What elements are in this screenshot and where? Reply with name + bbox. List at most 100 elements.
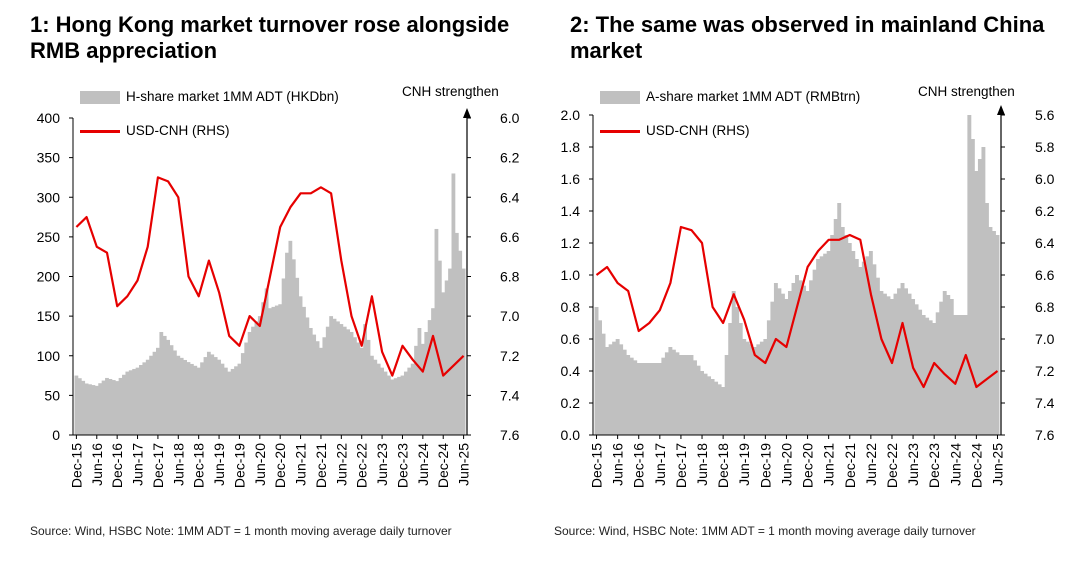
bar	[784, 299, 789, 435]
x-tick-label: Jun-22	[863, 443, 879, 486]
bar	[169, 345, 174, 435]
x-tick-label: Jun-20	[778, 443, 794, 486]
bar	[868, 251, 873, 435]
right-tick-label: 7.6	[1035, 427, 1055, 443]
bar	[977, 159, 982, 435]
x-tick-label: Dec-17	[150, 443, 166, 488]
bar	[830, 235, 835, 435]
bar	[363, 324, 368, 435]
bar	[308, 328, 313, 435]
right-tick-label: 6.0	[1035, 171, 1055, 187]
bar	[251, 326, 255, 435]
x-tick-label: Dec-15	[589, 443, 605, 488]
bar	[237, 363, 242, 435]
bar	[179, 357, 184, 435]
x-tick-label: Jun-17	[652, 443, 668, 486]
bar	[189, 363, 194, 435]
right-tick-label: 7.2	[500, 348, 520, 364]
left-tick-label: 0.4	[561, 363, 581, 379]
left-tick-label: 1.2	[561, 235, 581, 251]
bar	[735, 307, 740, 435]
bar	[91, 385, 96, 435]
bar	[626, 355, 631, 435]
x-tick-label: Dec-20	[800, 443, 816, 488]
left-tick-label: 300	[37, 189, 61, 205]
left-tick-label: 1.0	[561, 267, 581, 283]
bar	[162, 335, 167, 435]
bar	[278, 304, 283, 435]
left-tick-label: 100	[37, 348, 61, 364]
bar	[244, 342, 249, 435]
bar	[230, 368, 235, 435]
bar	[386, 375, 391, 435]
bar	[234, 366, 238, 435]
bar	[935, 312, 940, 435]
bar	[74, 375, 79, 435]
bar	[414, 345, 418, 435]
left-tick-label: 0	[52, 427, 60, 443]
bar	[427, 320, 432, 435]
bar	[756, 344, 761, 435]
x-tick-label: Jun-23	[905, 443, 921, 486]
bar	[689, 355, 694, 435]
bar	[403, 371, 408, 435]
bar	[329, 316, 334, 435]
bar	[319, 347, 323, 435]
bar	[142, 362, 147, 435]
bar	[434, 228, 439, 435]
bar	[302, 306, 306, 435]
bar	[777, 288, 782, 435]
legend-bar-series: A-share market 1MM ADT (RMBtrn)	[600, 89, 860, 105]
bar	[615, 339, 620, 435]
bar	[159, 331, 164, 435]
bar	[206, 351, 211, 435]
bar	[217, 359, 221, 435]
bar	[816, 259, 821, 435]
bar	[101, 380, 106, 435]
bar	[98, 383, 103, 435]
x-tick-label: Dec-22	[354, 443, 370, 488]
bar	[700, 371, 704, 435]
bar	[826, 251, 831, 435]
bar	[356, 342, 361, 435]
bar	[223, 367, 228, 435]
right-axis-arrow	[463, 108, 471, 118]
bar	[823, 253, 828, 435]
x-tick-label: Jun-25	[456, 443, 472, 486]
bar	[858, 267, 863, 435]
x-tick-label: Jun-22	[333, 443, 349, 486]
left-tick-label: 400	[37, 110, 61, 126]
bar	[657, 363, 662, 435]
bar	[268, 308, 272, 435]
bar	[724, 355, 729, 435]
bar	[742, 339, 747, 435]
bar	[900, 283, 905, 435]
x-tick-label: Jun-25	[989, 443, 1005, 486]
bar	[942, 291, 947, 435]
bar	[193, 365, 198, 435]
bar	[619, 344, 624, 435]
x-tick-label: Dec-17	[673, 443, 689, 488]
bar	[594, 307, 599, 435]
bar	[203, 357, 208, 435]
bar	[714, 381, 719, 435]
left-tick-label: 350	[37, 150, 61, 166]
bar	[128, 370, 133, 435]
bar	[861, 261, 866, 435]
bar	[342, 326, 347, 435]
bar	[668, 347, 673, 435]
bar	[156, 347, 160, 435]
bar	[890, 299, 894, 435]
bar	[749, 344, 754, 435]
left-tick-label: 50	[44, 387, 60, 403]
bar	[298, 296, 303, 435]
usd-cnh-line	[595, 225, 999, 389]
x-tick-label: Dec-19	[757, 443, 773, 488]
right-tick-label: 6.0	[500, 110, 520, 126]
bar	[795, 275, 799, 435]
bar	[353, 337, 357, 435]
bar	[135, 367, 140, 435]
x-tick-label: Dec-20	[272, 443, 288, 488]
bar	[643, 363, 648, 435]
usd-cnh-line	[75, 176, 465, 377]
